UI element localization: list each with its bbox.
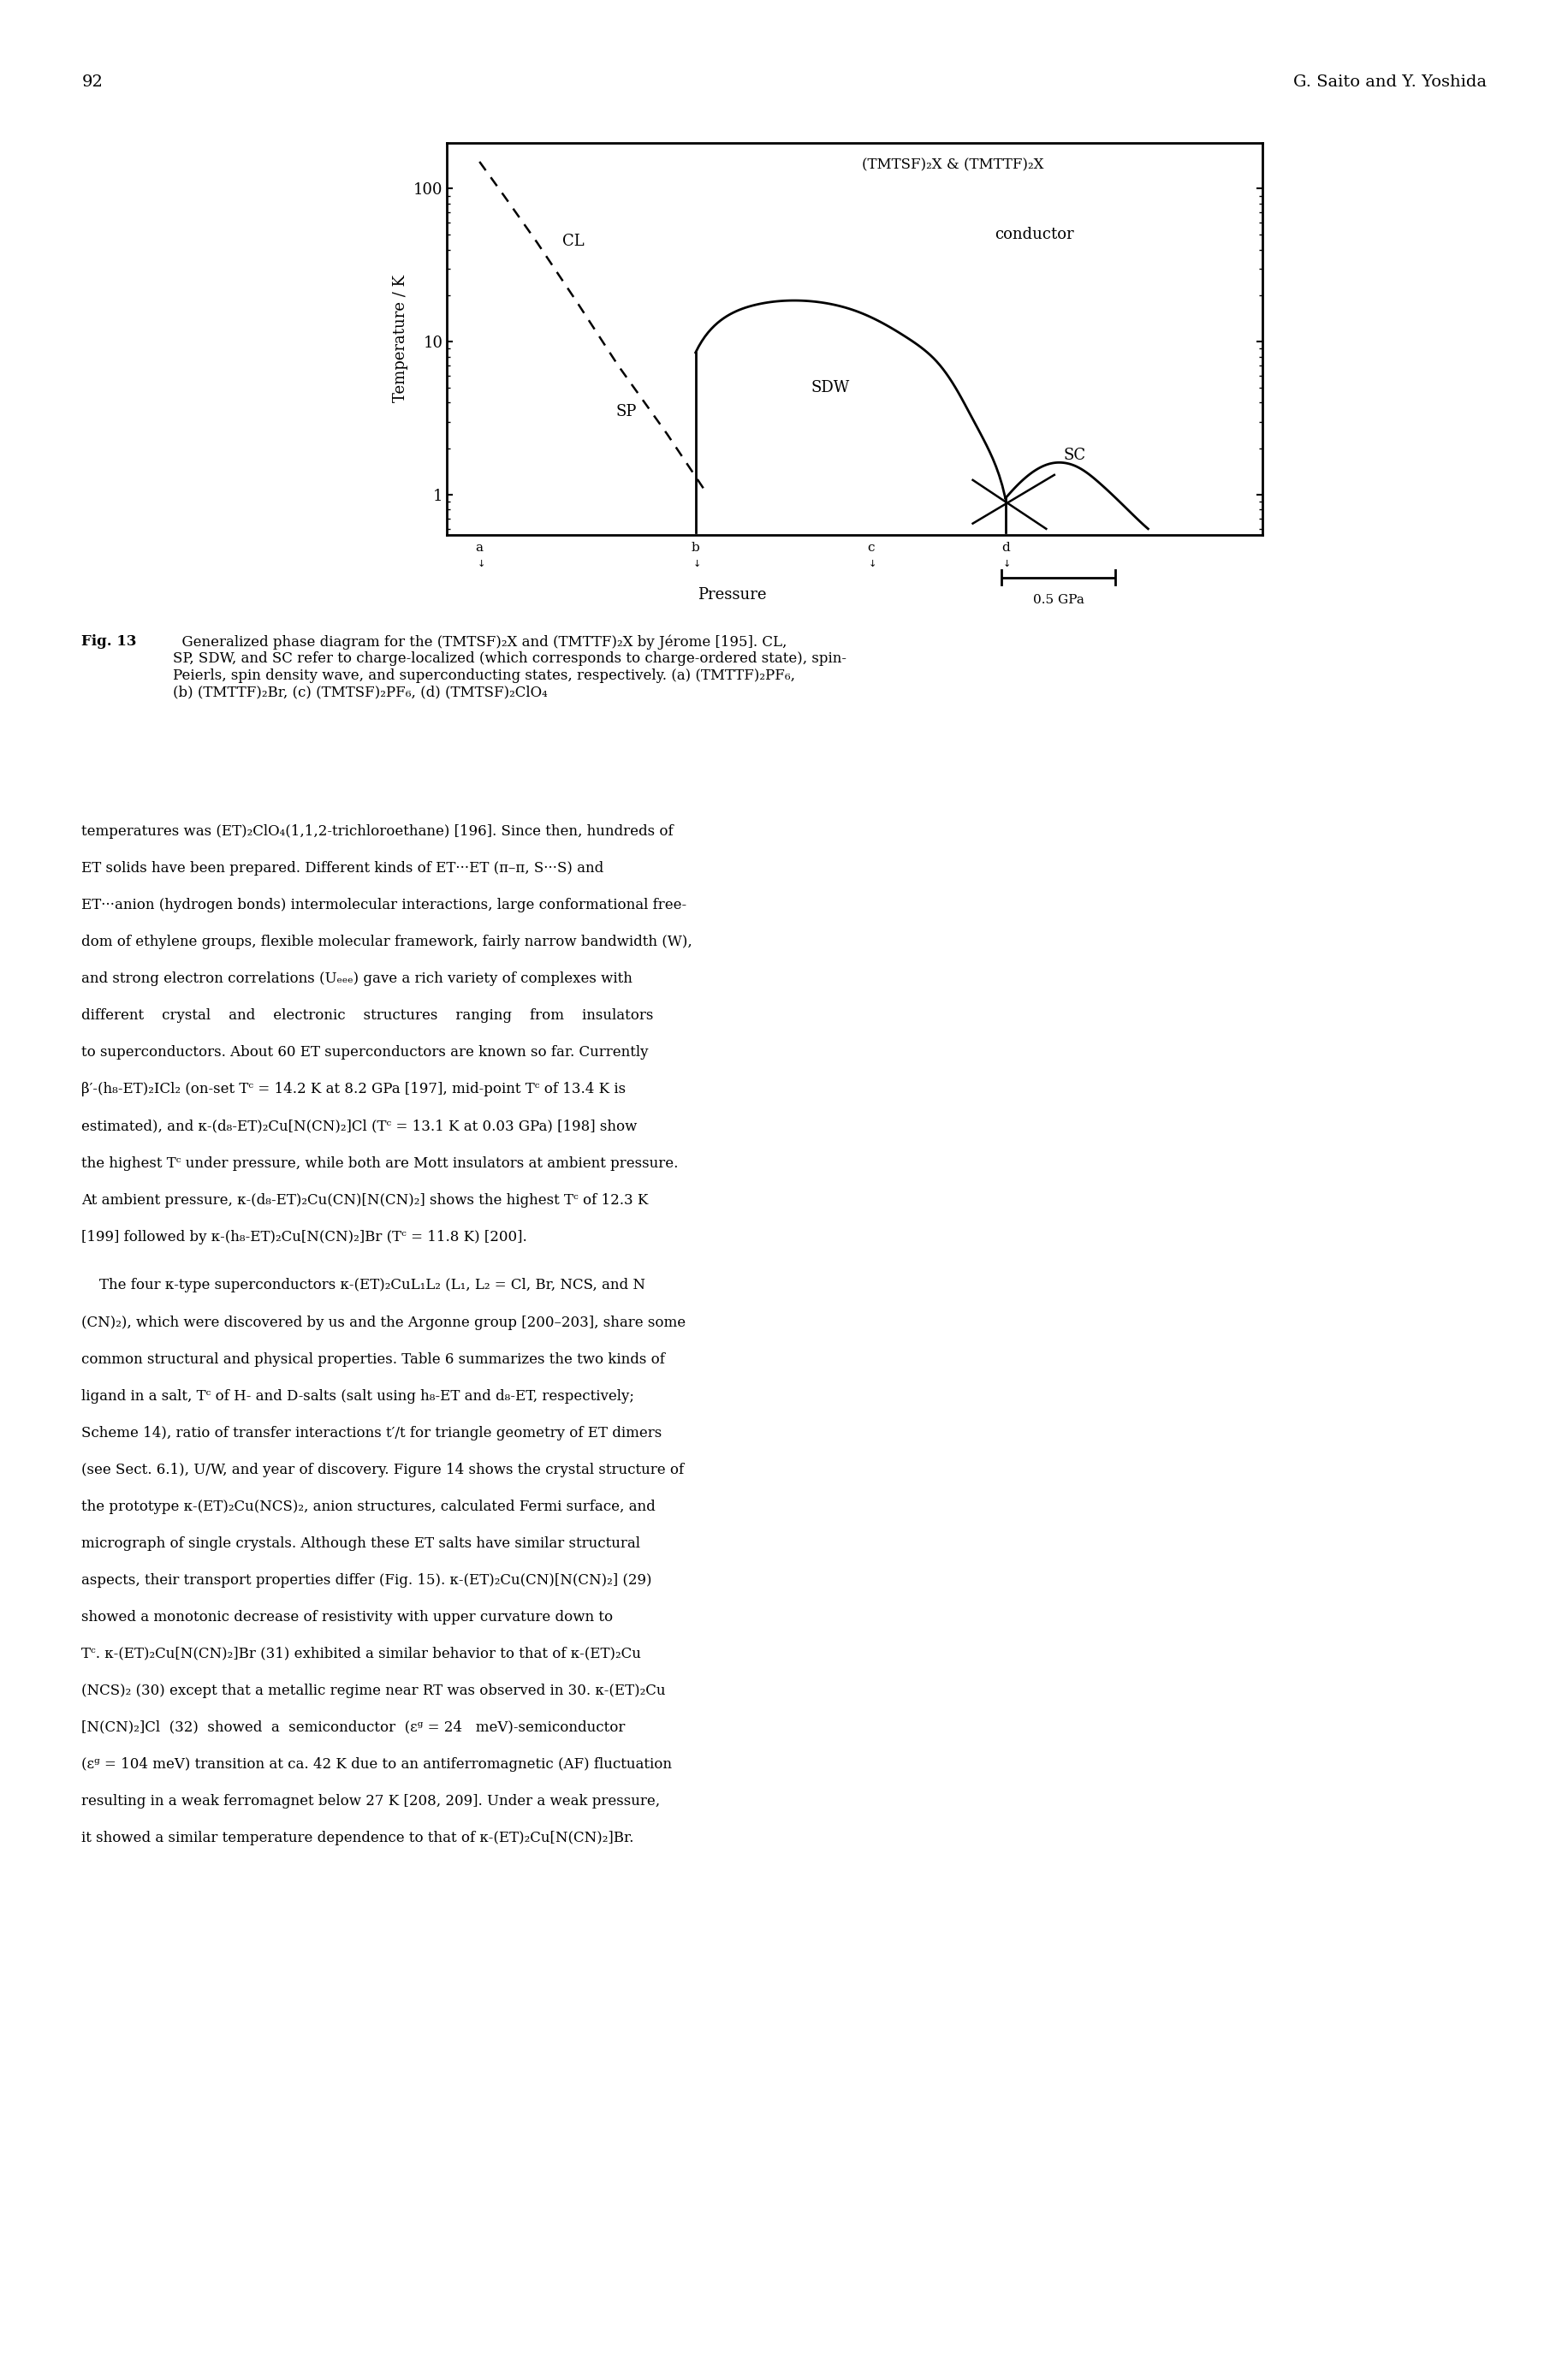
Text: it showed a similar temperature dependence to that of κ-(ET)₂Cu[N(CN)₂]Br.: it showed a similar temperature dependen…	[82, 1830, 633, 1846]
Text: temperatures was (ET)₂ClO₄(1,1,2-trichloroethane) [196]. Since then, hundreds of: temperatures was (ET)₂ClO₄(1,1,2-trichlo…	[82, 824, 674, 839]
Text: showed a monotonic decrease of resistivity with upper curvature down to: showed a monotonic decrease of resistivi…	[82, 1611, 613, 1625]
Text: (TMTSF)₂X & (TMTTF)₂X: (TMTSF)₂X & (TMTTF)₂X	[861, 157, 1043, 171]
Text: [199] followed by κ-(h₈-ET)₂Cu[N(CN)₂]Br (Tᶜ = 11.8 K) [200].: [199] followed by κ-(h₈-ET)₂Cu[N(CN)₂]Br…	[82, 1231, 527, 1245]
Text: Fig. 13: Fig. 13	[82, 634, 136, 649]
Text: ET···anion (hydrogen bonds) intermolecular interactions, large conformational fr: ET···anion (hydrogen bonds) intermolecul…	[82, 898, 687, 912]
Text: d: d	[1002, 542, 1010, 554]
Text: to superconductors. About 60 ET superconductors are known so far. Currently: to superconductors. About 60 ET supercon…	[82, 1045, 649, 1060]
Text: (see Sect. 6.1), U/W, and year of discovery. Figure 14 shows the crystal structu: (see Sect. 6.1), U/W, and year of discov…	[82, 1461, 684, 1478]
Text: (CN)₂), which were discovered by us and the Argonne group [200–203], share some: (CN)₂), which were discovered by us and …	[82, 1316, 685, 1331]
Text: common structural and physical properties. Table 6 summarizes the two kinds of: common structural and physical propertie…	[82, 1352, 665, 1366]
Text: resulting in a weak ferromagnet below 27 K [208, 209]. Under a weak pressure,: resulting in a weak ferromagnet below 27…	[82, 1794, 660, 1808]
Text: (εᵍ = 104 meV) transition at ca. 42 K due to an antiferromagnetic (AF) fluctuati: (εᵍ = 104 meV) transition at ca. 42 K du…	[82, 1758, 673, 1772]
Text: different    crystal    and    electronic    structures    ranging    from    in: different crystal and electronic structu…	[82, 1010, 654, 1024]
Text: SP: SP	[616, 404, 637, 418]
Text: dom of ethylene groups, flexible molecular framework, fairly narrow bandwidth (W: dom of ethylene groups, flexible molecul…	[82, 936, 693, 950]
Text: At ambient pressure, κ-(d₈-ET)₂Cu(CN)[N(CN)₂] shows the highest Tᶜ of 12.3 K: At ambient pressure, κ-(d₈-ET)₂Cu(CN)[N(…	[82, 1193, 649, 1207]
Text: Tᶜ. κ-(ET)₂Cu[N(CN)₂]Br (31) exhibited a similar behavior to that of κ-(ET)₂Cu: Tᶜ. κ-(ET)₂Cu[N(CN)₂]Br (31) exhibited a…	[82, 1647, 641, 1661]
Text: G. Saito and Y. Yoshida: G. Saito and Y. Yoshida	[1294, 76, 1486, 90]
Text: SDW: SDW	[811, 380, 850, 394]
Text: SC: SC	[1063, 449, 1087, 463]
Text: estimated), and κ-(d₈-ET)₂Cu[N(CN)₂]Cl (Tᶜ = 13.1 K at 0.03 GPa) [198] show: estimated), and κ-(d₈-ET)₂Cu[N(CN)₂]Cl (…	[82, 1119, 637, 1133]
Text: (NCS)₂ (30) except that a metallic regime near RT was observed in 30. κ-(ET)₂Cu: (NCS)₂ (30) except that a metallic regim…	[82, 1682, 666, 1699]
Text: 92: 92	[82, 76, 103, 90]
Text: Scheme 14), ratio of transfer interactions t′/t for triangle geometry of ET dime: Scheme 14), ratio of transfer interactio…	[82, 1426, 662, 1440]
Text: The four κ-type superconductors κ-(ET)₂CuL₁L₂ (L₁, L₂ = Cl, Br, NCS, and N: The four κ-type superconductors κ-(ET)₂C…	[82, 1278, 646, 1293]
Text: aspects, their transport properties differ (Fig. 15). κ-(ET)₂Cu(CN)[N(CN)₂] (29): aspects, their transport properties diff…	[82, 1573, 652, 1587]
Text: conductor: conductor	[994, 228, 1074, 242]
Text: β′-(h₈-ET)₂ICl₂ (on-set Tᶜ = 14.2 K at 8.2 GPa [197], mid-point Tᶜ of 13.4 K is: β′-(h₈-ET)₂ICl₂ (on-set Tᶜ = 14.2 K at 8…	[82, 1083, 626, 1098]
Text: and strong electron correlations (Uₑₑₑ) gave a rich variety of complexes with: and strong electron correlations (Uₑₑₑ) …	[82, 972, 632, 986]
Text: [N(CN)₂]Cl  (32)  showed  a  semiconductor  (εᵍ = 24   meV)-semiconductor: [N(CN)₂]Cl (32) showed a semiconductor (…	[82, 1720, 626, 1734]
Text: c: c	[867, 542, 875, 554]
Text: ligand in a salt, Tᶜ of H- and D-salts (salt using h₈-ET and d₈-ET, respectively: ligand in a salt, Tᶜ of H- and D-salts (…	[82, 1388, 635, 1404]
Text: Generalized phase diagram for the (TMTSF)₂X and (TMTTF)₂X by Jérome [195]. CL,
S: Generalized phase diagram for the (TMTSF…	[172, 634, 847, 699]
Text: micrograph of single crystals. Although these ET salts have similar structural: micrograph of single crystals. Although …	[82, 1535, 640, 1552]
Text: $\downarrow$: $\downarrow$	[691, 558, 701, 568]
Text: the prototype κ-(ET)₂Cu(NCS)₂, anion structures, calculated Fermi surface, and: the prototype κ-(ET)₂Cu(NCS)₂, anion str…	[82, 1499, 655, 1514]
Text: the highest Tᶜ under pressure, while both are Mott insulators at ambient pressur: the highest Tᶜ under pressure, while bot…	[82, 1157, 679, 1171]
Text: a: a	[475, 542, 483, 554]
Text: CL: CL	[563, 235, 585, 249]
Text: $\downarrow$: $\downarrow$	[866, 558, 875, 568]
Text: 0.5 GPa: 0.5 GPa	[1033, 594, 1083, 606]
Text: ET solids have been prepared. Different kinds of ET···ET (π–π, S···S) and: ET solids have been prepared. Different …	[82, 860, 604, 877]
Text: $\downarrow$: $\downarrow$	[1000, 558, 1010, 568]
Text: Pressure: Pressure	[698, 587, 767, 601]
Text: $\downarrow$: $\downarrow$	[475, 558, 485, 568]
Text: b: b	[691, 542, 699, 554]
Y-axis label: Temperature / K: Temperature / K	[394, 276, 408, 402]
